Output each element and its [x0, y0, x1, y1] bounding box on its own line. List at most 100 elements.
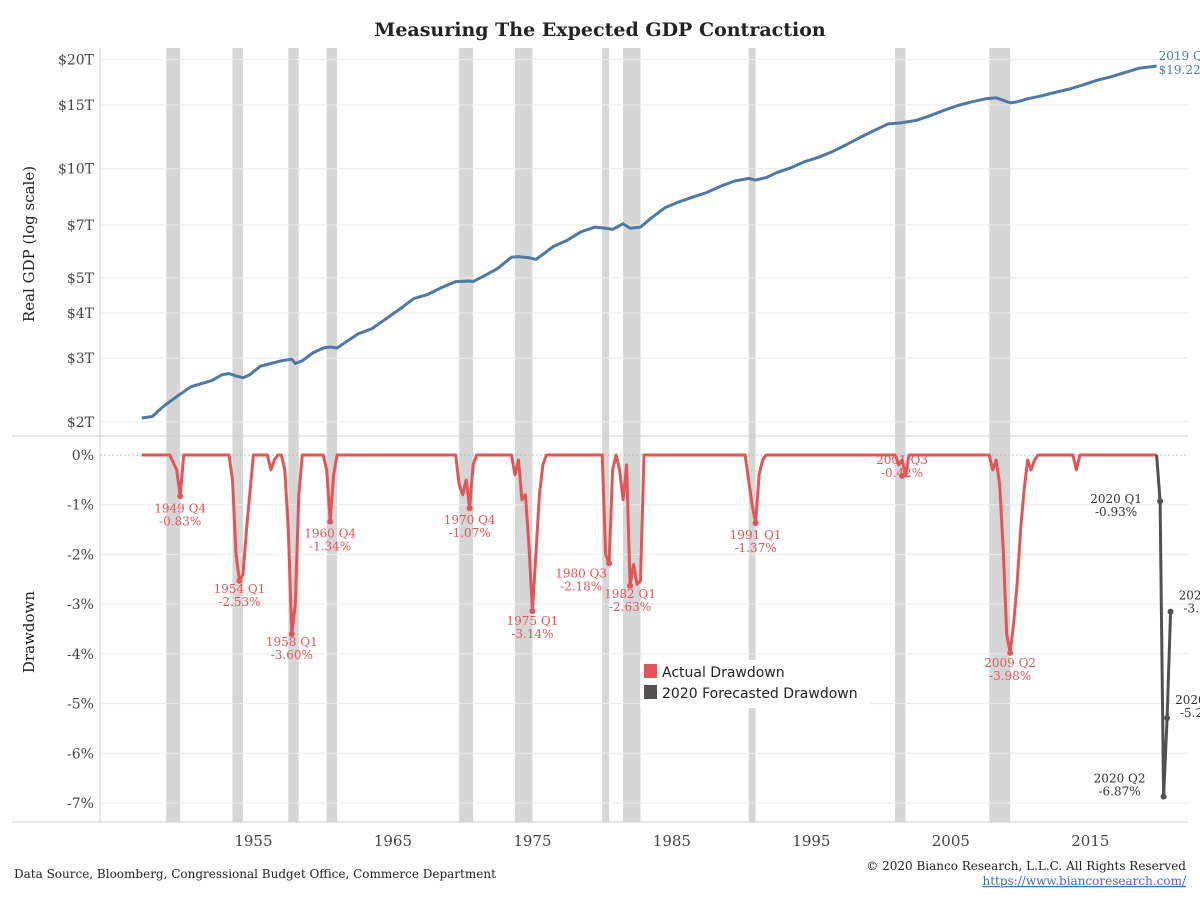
annotation-point-12 [1160, 793, 1167, 800]
drawdown-y-tick-0: 0% [72, 448, 94, 464]
drawdown-y-tick-6: -6% [67, 746, 94, 762]
recession-band-8 [748, 48, 756, 822]
drawdown-y-axis-label: Drawdown [20, 591, 38, 673]
annotation-period-12: 2020 Q2 [1094, 772, 1146, 786]
annotation-period-5: 1975 Q1 [506, 614, 558, 628]
annotation-period-8: 1991 Q1 [730, 528, 782, 542]
gdp-series-line [141, 64, 1157, 420]
forecast-drawdown-line [1155, 454, 1173, 799]
annotation-point-14 [1167, 608, 1174, 615]
x-tick-2: 1975 [513, 832, 551, 850]
gdp-y-tick-4: $7T [67, 218, 95, 234]
gdp-y-tick-7: $20T [58, 53, 95, 69]
recession-band-9 [895, 48, 906, 822]
annotation-value-3: -1.34% [309, 540, 351, 554]
legend-label-actual: Actual Drawdown [662, 665, 785, 681]
annotation-value-7: -2.63% [609, 600, 651, 614]
annotation-point-5 [529, 608, 536, 615]
annotation-period-2: 1958 Q1 [266, 635, 318, 649]
annotation-period-0: 1949 Q4 [154, 501, 206, 515]
annotation-period-13: 2020 Q3 [1175, 693, 1200, 707]
drawdown-y-tick-2: -2% [67, 547, 94, 563]
annotation-period-9: 2001 Q3 [876, 453, 928, 467]
recession-band-10 [989, 48, 1011, 822]
footer-source: Data Source, Bloomberg, Congressional Bu… [14, 867, 496, 881]
annotation-point-13 [1164, 715, 1171, 722]
annotation-point-11 [1157, 498, 1164, 505]
annotation-point-8 [752, 520, 759, 527]
annotation-value-2: -3.60% [271, 648, 313, 662]
actual-drawdown-line [141, 453, 1157, 655]
annotation-period-11: 2020 Q1 [1090, 492, 1142, 506]
x-tick-1: 1965 [374, 832, 412, 850]
annotation-point-1 [236, 577, 243, 584]
annotation-point-9 [899, 472, 906, 479]
footer-copyright: © 2020 Bianco Research, L.L.C. All Right… [866, 859, 1186, 873]
drawdown-y-tick-5: -5% [67, 697, 94, 713]
gdp-y-tick-6: $15T [58, 98, 95, 114]
annotation-value-6: -2.18% [560, 579, 602, 593]
recession-band-5 [514, 48, 533, 822]
annotation-value-14: -3.15% [1183, 602, 1200, 616]
recession-band-2 [288, 48, 299, 822]
annotation-period-10: 2009 Q2 [984, 656, 1036, 670]
x-tick-5: 2005 [932, 832, 970, 850]
gdp-end-label-value: $19.22T [1159, 63, 1200, 77]
annotation-period-3: 1960 Q4 [304, 527, 356, 541]
annotation-point-7 [627, 582, 634, 589]
drawdown-y-tick-3: -3% [67, 597, 94, 613]
annotation-value-13: -5.29% [1180, 706, 1200, 720]
annotation-value-9: -0.42% [881, 466, 923, 480]
gdp-y-tick-2: $4T [67, 306, 95, 322]
annotation-period-7: 1982 Q1 [604, 587, 656, 601]
annotation-value-5: -3.14% [511, 627, 553, 641]
recession-band-7 [623, 48, 641, 822]
x-tick-0: 1955 [234, 832, 272, 850]
drawdown-y-tick-1: -1% [67, 498, 94, 514]
gdp-y-tick-labels: $2T $3T $4T $5T $7T $10T $15T $20T [58, 53, 95, 431]
annotation-value-8: -1.37% [734, 541, 776, 555]
annotation-value-0: -0.83% [159, 514, 201, 528]
x-tick-6: 2015 [1071, 832, 1109, 850]
footer-link[interactable]: https://www.biancoresearch.com/ [982, 874, 1186, 888]
recession-band-6 [602, 48, 610, 822]
annotation-point-10 [1007, 649, 1014, 656]
drawdown-y-tick-4: -4% [67, 647, 94, 663]
gdp-end-label-period: 2019 Q4 [1159, 49, 1200, 63]
annotation-value-4: -1.07% [449, 526, 491, 540]
x-tick-4: 1995 [792, 832, 830, 850]
legend-swatch-forecast [644, 685, 657, 699]
annotation-point-0 [177, 493, 184, 500]
annotation-point-2 [288, 630, 295, 637]
legend-background [640, 660, 870, 708]
annotation-period-6: 1980 Q3 [555, 566, 607, 580]
recession-band-4 [459, 48, 474, 822]
annotation-point-4 [466, 505, 473, 512]
annotation-period-14: 2020 Q4 [1179, 589, 1200, 603]
legend-label-forecast: 2020 Forecasted Drawdown [662, 686, 858, 702]
annotation-period-1: 1954 Q1 [214, 582, 266, 596]
gdp-gridlines [100, 59, 1188, 423]
recession-bands [166, 48, 1011, 822]
gdp-y-axis-label: Real GDP (log scale) [20, 166, 38, 322]
chart-title: Measuring The Expected GDP Contraction [374, 19, 826, 41]
gdp-y-tick-5: $10T [58, 162, 95, 178]
annotation-point-3 [327, 518, 334, 525]
recession-band-0 [166, 48, 181, 822]
recession-band-3 [326, 48, 338, 822]
drawdown-y-tick-7: -7% [67, 796, 94, 812]
x-tick-labels: 1955 1965 1975 1985 1995 2005 2015 [234, 832, 1109, 850]
annotation-point-6 [606, 560, 613, 567]
recession-band-1 [232, 48, 243, 822]
annotation-value-12: -6.87% [1098, 785, 1140, 799]
drawdown-y-tick-labels: 0% -1% -2% -3% -4% -5% -6% -7% [67, 448, 94, 812]
annotation-value-1: -2.53% [218, 595, 260, 609]
gdp-y-tick-0: $2T [67, 415, 95, 431]
annotation-value-10: -3.98% [989, 669, 1031, 683]
annotation-value-11: -0.93% [1095, 505, 1137, 519]
gdp-y-tick-3: $5T [67, 271, 95, 287]
legend: Actual Drawdown 2020 Forecasted Drawdown [640, 660, 870, 708]
drawdown-annotations: 1949 Q4-0.83% 1954 Q1-2.53% 1958 Q1-3.60% 1… [154, 453, 1200, 800]
legend-swatch-actual [644, 664, 657, 678]
